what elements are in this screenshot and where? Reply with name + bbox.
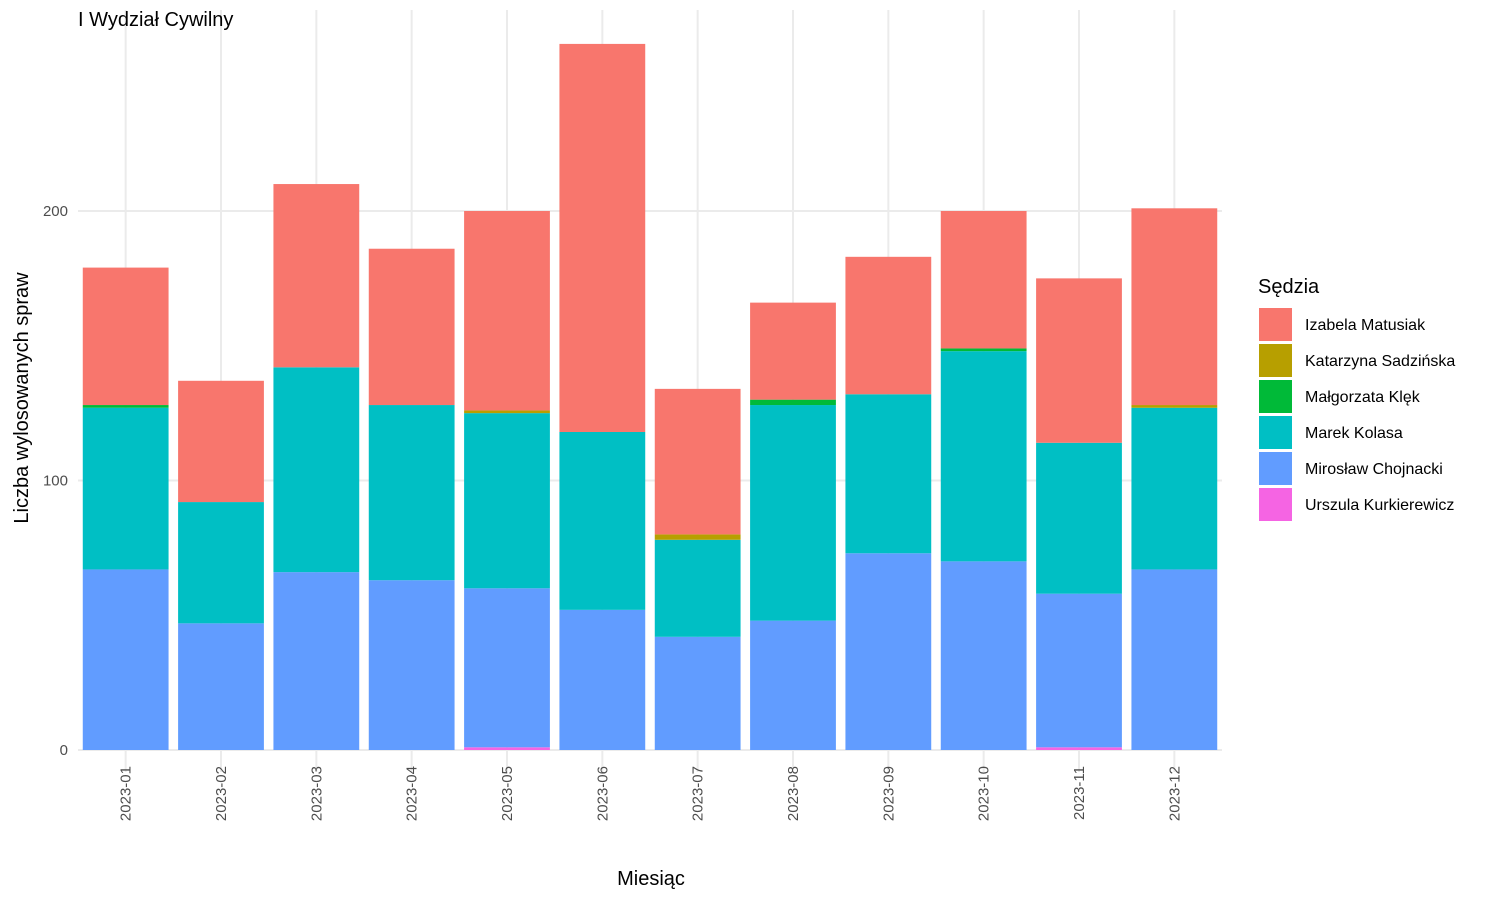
- x-tick-label: 2023-10: [976, 766, 993, 821]
- y-tick-label: 200: [43, 203, 68, 220]
- x-tick-label: 2023-06: [594, 766, 611, 821]
- bar-segment: [82, 407, 169, 570]
- x-tick-label: 2023-11: [1071, 766, 1088, 820]
- x-tick-label: 2023-08: [785, 766, 802, 821]
- y-tick-label: 0: [60, 742, 68, 759]
- bar-segment: [1131, 208, 1218, 406]
- legend-swatch: [1259, 344, 1292, 377]
- bar-segment: [940, 348, 1027, 352]
- bar-segment: [178, 380, 264, 503]
- bar-segment: [845, 553, 932, 750]
- bars: [82, 43, 1218, 750]
- bar-segment: [654, 534, 741, 540]
- x-axis-title: Miesiąc: [617, 868, 685, 890]
- legend-swatch: [1259, 308, 1292, 341]
- legend-swatch: [1259, 488, 1292, 521]
- bar-segment: [82, 569, 169, 750]
- bar-segment: [1036, 747, 1122, 750]
- bar-segment: [845, 256, 932, 395]
- bar-segment: [654, 388, 741, 535]
- legend-swatch: [1259, 452, 1292, 485]
- legend-label: Mirosław Chojnacki: [1305, 461, 1443, 478]
- x-tick-label: 2023-12: [1166, 766, 1183, 821]
- bar-segment: [750, 399, 836, 406]
- legend-label: Małgorzata Klęk: [1305, 389, 1421, 406]
- legend-swatch: [1259, 380, 1292, 413]
- bar-segment: [273, 572, 360, 750]
- bar-segment: [82, 405, 169, 408]
- bar-segment: [750, 620, 836, 750]
- chart-title: I Wydział Cywilny: [78, 9, 233, 31]
- bar-segment: [368, 248, 455, 406]
- bar-segment: [1036, 442, 1122, 594]
- x-tick-label: 2023-09: [880, 766, 897, 821]
- bar-segment: [654, 539, 741, 637]
- bar-segment: [368, 405, 455, 581]
- bar-segment: [750, 302, 836, 400]
- legend: Sędzia Izabela Matusiak Katarzyna Sadzińs…: [1258, 276, 1455, 521]
- bar-segment: [940, 561, 1027, 750]
- bar-segment: [82, 267, 169, 406]
- legend-title: Sędzia: [1258, 276, 1320, 298]
- x-tick-label: 2023-03: [308, 766, 325, 821]
- legend-label: Katarzyna Sadzińska: [1305, 353, 1455, 370]
- bar-segment: [464, 588, 550, 748]
- x-tick-label: 2023-02: [213, 766, 230, 821]
- bar-segment: [464, 747, 550, 750]
- bar-segment: [464, 413, 550, 589]
- legend-label: Marek Kolasa: [1305, 425, 1403, 442]
- bar-segment: [273, 184, 360, 368]
- bar-segment: [178, 502, 264, 624]
- bar-segment: [845, 394, 932, 554]
- y-axis-title: Liczba wylosowanych spraw: [11, 272, 33, 524]
- y-tick-label: 100: [43, 473, 68, 490]
- x-tick-labels: 2023-01 2023-02 2023-03 2023-04 2023-05 2023-…: [118, 766, 1184, 821]
- bar-segment: [273, 367, 360, 573]
- bar-segment: [750, 405, 836, 621]
- x-tick-label: 2023-05: [499, 766, 516, 821]
- bar-segment: [559, 431, 646, 610]
- legend-label: Izabela Matusiak: [1305, 317, 1426, 334]
- bar-segment: [1036, 593, 1122, 748]
- bar-segment: [1131, 405, 1218, 408]
- bar-segment: [654, 636, 741, 750]
- x-tick-label: 2023-04: [404, 766, 421, 821]
- bar-segment: [1131, 569, 1218, 750]
- y-tick-labels: 0 100 200: [43, 203, 68, 759]
- bar-segment: [940, 211, 1027, 349]
- bar-segment: [1036, 278, 1122, 443]
- bar-segment: [559, 609, 646, 750]
- bar-segment: [464, 211, 550, 411]
- legend-swatch: [1259, 416, 1292, 449]
- bar-segment: [559, 43, 646, 432]
- bar-segment: [464, 410, 550, 414]
- bar-segment: [1131, 407, 1218, 570]
- legend-label: Urszula Kurkierewicz: [1305, 497, 1454, 514]
- x-tick-label: 2023-01: [118, 766, 135, 821]
- bar-segment: [178, 623, 264, 750]
- x-tick-label: 2023-07: [690, 766, 707, 821]
- bar-segment: [940, 351, 1027, 562]
- bar-segment: [368, 580, 455, 750]
